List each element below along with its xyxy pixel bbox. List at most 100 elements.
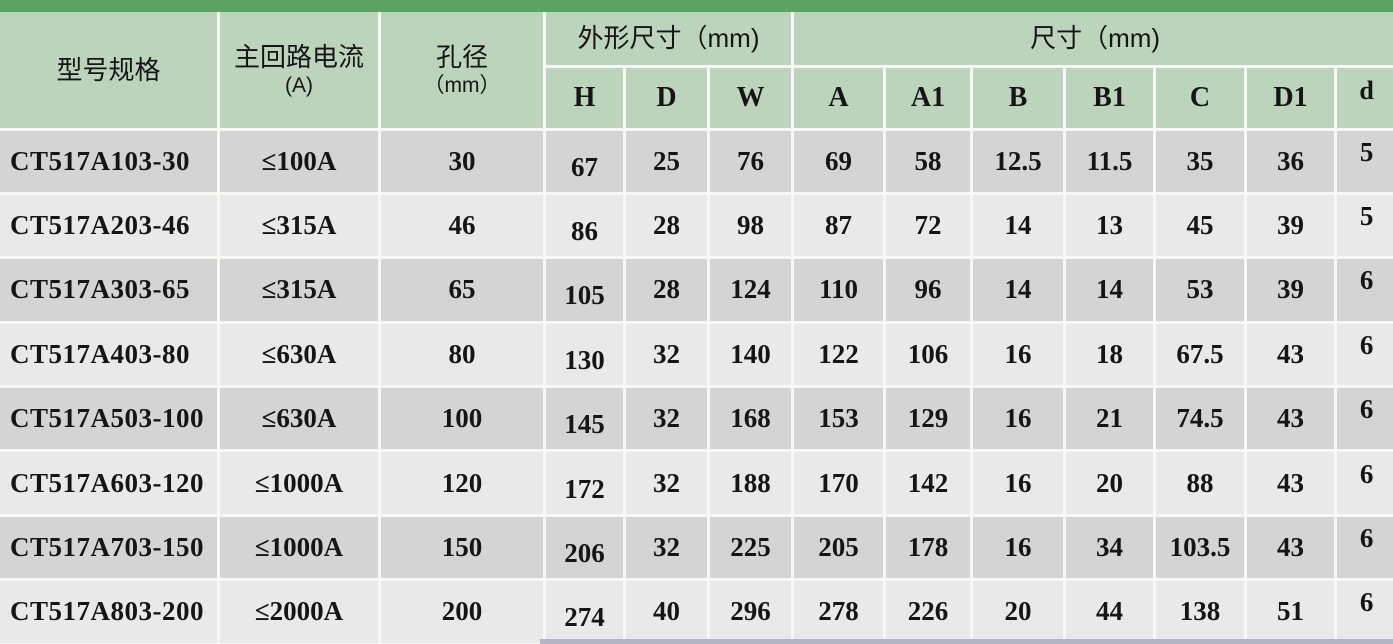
value-cell: 14 — [970, 191, 1067, 260]
header-main-current-unit: (A) — [285, 73, 313, 97]
value-cell: 205 — [791, 513, 887, 582]
value-cell: 20 — [1063, 449, 1157, 517]
table-row: CT517A503-100 ≤630A 100 145 32 168 153 129 16 21 7… — [0, 385, 1393, 453]
subheader-a: A — [791, 64, 887, 131]
subheader-d: d — [1334, 64, 1393, 131]
value-cell: 87 — [791, 191, 887, 260]
table-row: CT517A303-65 ≤315A 65 105 28 124 110 96 14 14 53 39… — [0, 256, 1393, 324]
value-cell: 172 — [543, 449, 626, 517]
current-cell: ≤315A — [217, 191, 381, 260]
model-cell: CT517A203-46 — [0, 191, 220, 260]
model-cell: CT517A403-80 — [0, 320, 220, 389]
value-cell: 28 — [623, 191, 710, 260]
value-cell: 130 — [543, 320, 626, 389]
spec-table: 型号规格 主回路电流 (A) 孔径 （mm） 外形尺寸（mm) 尺寸（mm) H… — [0, 12, 1393, 644]
value-cell: 69 — [791, 127, 887, 195]
current-cell: ≤100A — [217, 127, 381, 195]
value-cell: 225 — [706, 513, 795, 582]
table-row: CT517A403-80 ≤630A 80 130 32 140 122 106 16 18 67.… — [0, 320, 1393, 389]
value-cell: 58 — [883, 127, 974, 195]
value-cell: 80 — [378, 320, 546, 389]
value-cell: 65 — [378, 256, 546, 324]
value-cell: 32 — [623, 385, 710, 453]
value-cell: 153 — [791, 385, 887, 453]
table-row: CT517A103-30 ≤100A 30 67 25 76 69 58 12.5 11.5 35 3… — [0, 127, 1393, 195]
subheader-b1: B1 — [1063, 64, 1157, 131]
value-cell: 43 — [1244, 320, 1338, 389]
table-container: 型号规格 主回路电流 (A) 孔径 （mm） 外形尺寸（mm) 尺寸（mm) H… — [0, 12, 1393, 644]
subheader-row: H D W A A1 B B1 C D1 d — [0, 64, 1393, 131]
value-cell: 6 — [1334, 513, 1393, 582]
value-cell: 14 — [970, 256, 1067, 324]
value-cell: 103.5 — [1153, 513, 1248, 582]
value-cell: 129 — [883, 385, 974, 453]
group-header-row: 型号规格 主回路电流 (A) 孔径 （mm） 外形尺寸（mm) 尺寸（mm) — [0, 12, 1393, 131]
header-hole-line1: 孔径 — [435, 42, 488, 73]
model-cell: CT517A703-150 — [0, 513, 220, 582]
value-cell: 14 — [1063, 256, 1157, 324]
value-cell: 67.5 — [1153, 320, 1248, 389]
value-cell: 278 — [791, 578, 887, 644]
value-cell: 105 — [543, 256, 626, 324]
header-model: 型号规格 — [0, 12, 220, 131]
value-cell: 6 — [1334, 449, 1393, 517]
table-header: 型号规格 主回路电流 (A) 孔径 （mm） 外形尺寸（mm) 尺寸（mm) H… — [0, 12, 1393, 131]
current-cell: ≤630A — [217, 320, 381, 389]
value-cell: 67 — [543, 127, 626, 195]
value-cell: 100 — [378, 385, 546, 453]
current-cell: ≤1000A — [217, 513, 381, 582]
value-cell: 40 — [623, 578, 710, 644]
value-cell: 16 — [970, 449, 1067, 517]
value-cell: 76 — [706, 127, 795, 195]
model-cell: CT517A603-120 — [0, 449, 220, 517]
value-cell: 32 — [623, 449, 710, 517]
header-hole-unit: （mm） — [423, 73, 501, 97]
value-cell: 120 — [378, 449, 546, 517]
bottom-edge-strip — [540, 639, 1393, 644]
value-cell: 6 — [1334, 385, 1393, 453]
header-dimensions-group: 尺寸（mm) — [791, 12, 1393, 68]
model-cell: CT517A503-100 — [0, 385, 220, 453]
header-main-current: 主回路电流 (A) — [217, 12, 381, 131]
header-outline-dimensions-group: 外形尺寸（mm) — [542, 12, 795, 68]
current-cell: ≤2000A — [217, 578, 381, 644]
value-cell: 96 — [883, 256, 974, 324]
model-cell: CT517A303-65 — [0, 256, 220, 324]
value-cell: 88 — [1153, 449, 1248, 517]
value-cell: 16 — [970, 385, 1067, 453]
table-row: CT517A803-200 ≤2000A 200 274 40 296 278 226 20 44… — [0, 578, 1393, 644]
subheader-w: W — [706, 64, 795, 131]
value-cell: 39 — [1244, 191, 1338, 260]
value-cell: 170 — [791, 449, 887, 517]
value-cell: 46 — [378, 191, 546, 260]
value-cell: 106 — [883, 320, 974, 389]
table-body: CT517A103-30 ≤100A 30 67 25 76 69 58 12.5 11.5 35 3… — [0, 127, 1393, 644]
value-cell: 5 — [1334, 127, 1393, 195]
value-cell: 43 — [1244, 449, 1338, 517]
value-cell: 28 — [623, 256, 710, 324]
value-cell: 142 — [883, 449, 974, 517]
value-cell: 32 — [623, 320, 710, 389]
value-cell: 124 — [706, 256, 795, 324]
value-cell: 43 — [1244, 513, 1338, 582]
value-cell: 39 — [1244, 256, 1338, 324]
value-cell: 122 — [791, 320, 887, 389]
subheader-d: D — [623, 64, 710, 131]
value-cell: 145 — [543, 385, 626, 453]
top-accent-bar — [0, 0, 1393, 12]
value-cell: 98 — [706, 191, 795, 260]
value-cell: 6 — [1334, 578, 1393, 644]
value-cell: 20 — [970, 578, 1067, 644]
value-cell: 35 — [1153, 127, 1248, 195]
value-cell: 32 — [623, 513, 710, 582]
value-cell: 18 — [1063, 320, 1157, 389]
value-cell: 74.5 — [1153, 385, 1248, 453]
subheader-a1: A1 — [883, 64, 974, 131]
value-cell: 150 — [378, 513, 546, 582]
value-cell: 34 — [1063, 513, 1157, 582]
value-cell: 6 — [1334, 320, 1393, 389]
value-cell: 43 — [1244, 385, 1338, 453]
value-cell: 188 — [706, 449, 795, 517]
value-cell: 16 — [970, 320, 1067, 389]
value-cell: 178 — [883, 513, 974, 582]
